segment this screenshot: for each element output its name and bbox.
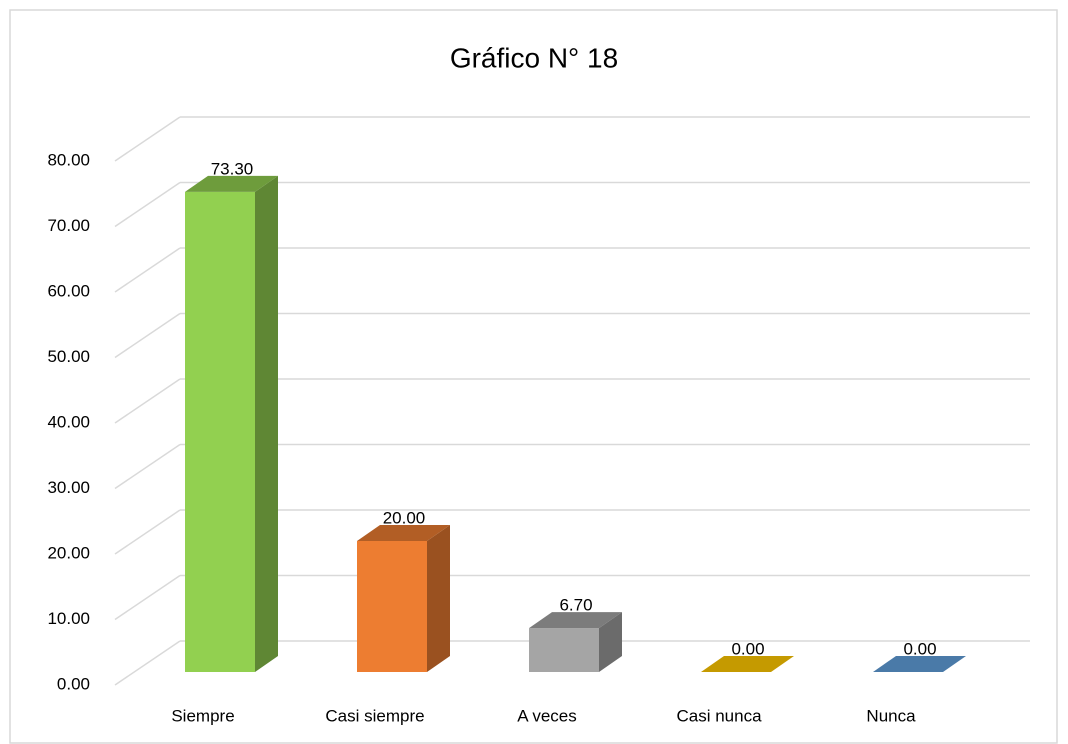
grid-line [114, 378, 181, 424]
bar-top [185, 175, 278, 192]
bar-top [701, 656, 794, 672]
grid-line [114, 509, 181, 555]
grid-line [114, 312, 181, 359]
y-tick-label: 70.00 [47, 216, 90, 235]
bar-side [427, 525, 450, 672]
y-tick-label: 10.00 [47, 609, 90, 628]
y-tick-label: 50.00 [47, 347, 90, 366]
x-tick-label: Casi siempre [325, 706, 424, 725]
grid-line [114, 574, 181, 621]
bar [185, 175, 278, 672]
chart-frame [9, 9, 1058, 744]
x-tick-label: A veces [517, 706, 577, 725]
bar [529, 612, 622, 672]
bar [701, 656, 794, 672]
data-label: 73.30 [211, 159, 254, 178]
grid-line [114, 116, 181, 162]
bar-front [357, 541, 427, 672]
bar-side [255, 175, 278, 672]
grid-line [114, 640, 181, 686]
y-tick-label: 60.00 [47, 281, 90, 300]
y-tick-label: 40.00 [47, 412, 90, 431]
data-label: 0.00 [903, 639, 936, 658]
bar-side [599, 612, 622, 672]
grid-line [114, 247, 181, 293]
y-tick-label: 30.00 [47, 478, 90, 497]
data-label: 6.70 [559, 596, 592, 615]
chart-title: Gráfico N° 18 [450, 42, 618, 73]
grid-line [114, 181, 181, 228]
bar-top [529, 612, 622, 629]
bar-front [185, 191, 255, 672]
x-tick-label: Siempre [171, 706, 234, 725]
y-tick-label: 80.00 [47, 150, 90, 169]
data-label: 0.00 [731, 639, 764, 658]
bar [357, 525, 450, 672]
x-tick-label: Casi nunca [676, 706, 762, 725]
y-tick-label: 20.00 [47, 543, 90, 562]
bar-top [357, 525, 450, 541]
bar [873, 656, 966, 672]
grid-line [114, 443, 181, 490]
y-tick-label: 0.00 [57, 674, 90, 693]
bar-front [529, 628, 599, 672]
bar-top [873, 656, 966, 672]
data-label: 20.00 [383, 508, 426, 527]
x-tick-label: Nunca [866, 706, 916, 725]
